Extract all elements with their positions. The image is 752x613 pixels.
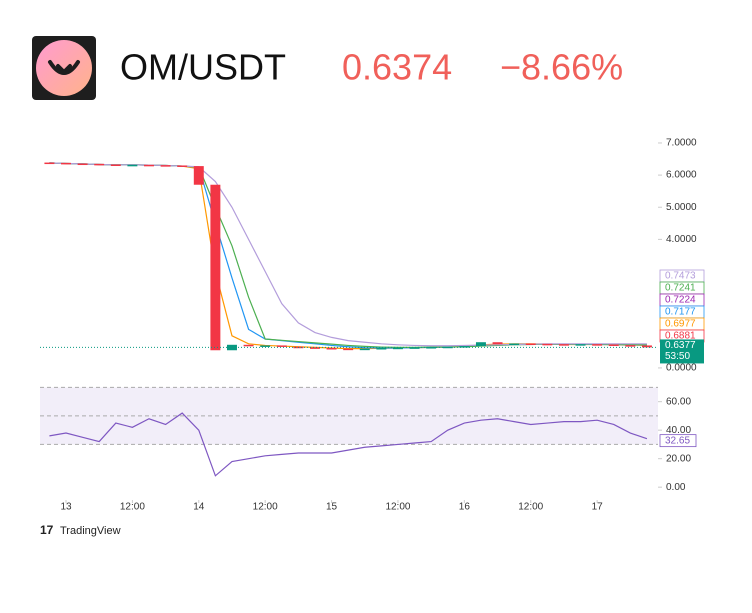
x-tick-label: 16 [459, 502, 471, 513]
y-tick-label: 4.0000 [666, 234, 697, 245]
y-tick-label: 5.0000 [666, 202, 697, 213]
brand: TradingView [60, 525, 121, 537]
candle [509, 343, 520, 346]
candle [625, 345, 636, 347]
candle [127, 164, 138, 167]
pair: OM/USDT [120, 47, 286, 88]
price-label: 0.6977 [665, 319, 696, 330]
ma-line [49, 162, 647, 350]
candle [160, 165, 171, 167]
price: 0.6374 [342, 47, 452, 88]
candle [343, 348, 354, 351]
x-tick-label: 12:00 [120, 502, 145, 513]
brand-logo: 17 [40, 523, 54, 537]
candle [77, 163, 88, 166]
x-tick-label: 15 [326, 502, 338, 513]
candle [326, 348, 337, 350]
x-tick-label: 14 [193, 502, 205, 513]
candle [243, 344, 254, 347]
candle [61, 162, 71, 165]
y-tick-label: 6.0000 [666, 170, 697, 181]
candle [442, 346, 453, 349]
rsi-last: 32.65 [665, 435, 690, 446]
candle [492, 342, 503, 345]
candle [144, 164, 154, 167]
candle [309, 347, 320, 349]
y-tick-label: 60.00 [666, 396, 691, 407]
candle [260, 345, 271, 347]
candle [376, 348, 387, 350]
countdown: 53:50 [665, 351, 690, 362]
price-label: 0.7473 [665, 271, 696, 282]
rsi-last-box [659, 434, 697, 448]
y-tick-label: 40.00 [666, 425, 691, 436]
candle [426, 347, 437, 349]
candle [525, 343, 536, 346]
candle [592, 344, 603, 346]
candle [110, 164, 121, 166]
icon [36, 40, 92, 96]
candle [359, 348, 370, 351]
candle [44, 162, 55, 165]
candle [193, 166, 204, 185]
price-label: 0.7224 [665, 295, 696, 306]
y-tick-label: 0.0000 [666, 363, 697, 374]
last-price-box [660, 339, 704, 364]
price-label: 0.7241 [665, 283, 696, 294]
candle [641, 345, 652, 348]
candle [210, 184, 221, 351]
x-tick-label: 12:00 [518, 502, 543, 513]
price-label: 0.6881 [665, 331, 696, 342]
x-tick-label: 12:00 [253, 502, 278, 513]
candle [227, 344, 237, 351]
candle [392, 347, 403, 350]
ma-line [49, 162, 647, 347]
candle [276, 345, 287, 347]
candle [459, 346, 470, 348]
candle [558, 344, 569, 346]
candle [475, 342, 486, 347]
last-price: 0.6377 [665, 340, 696, 351]
y-tick-label: 0.00 [666, 482, 686, 493]
candle [608, 344, 619, 346]
x-tick-label: 17 [592, 502, 604, 513]
ma-line [49, 162, 647, 348]
rsi-line [49, 412, 648, 477]
change: −8.66% [500, 47, 623, 88]
ma-line [49, 162, 647, 349]
candle [177, 165, 188, 167]
y-tick-label: 20.00 [666, 453, 691, 464]
x-tick-label: 12:00 [385, 502, 410, 513]
candle [542, 343, 553, 346]
candle [94, 163, 105, 166]
icon-glyph [56, 64, 72, 75]
candle [409, 347, 420, 349]
price-label: 0.7177 [665, 307, 696, 318]
x-tick-label: 13 [60, 502, 72, 513]
candle [575, 344, 586, 346]
y-tick-label: 7.0000 [666, 138, 697, 149]
